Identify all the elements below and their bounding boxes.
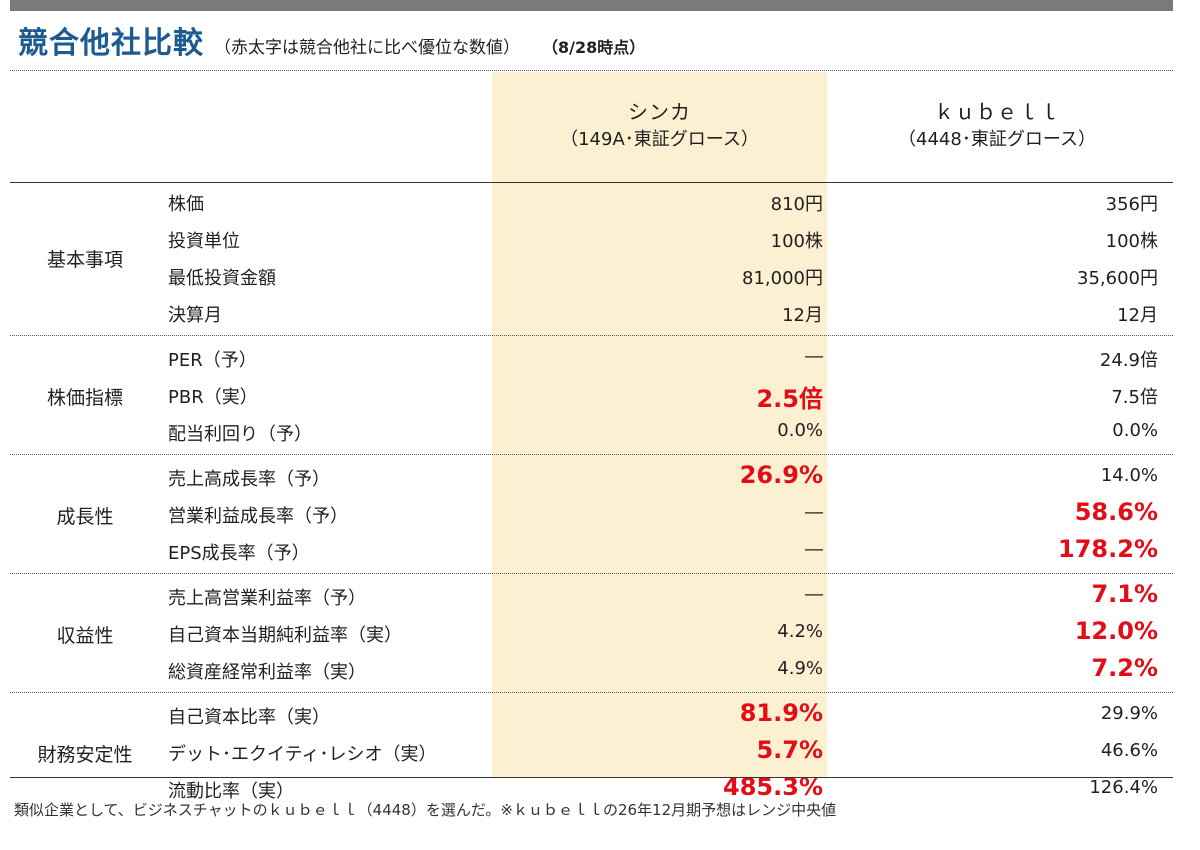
table-row: 投資単位 100株 100株 (0, 221, 1200, 258)
header-divider (10, 70, 1173, 71)
table-row: 配当利回り（予） 0.0% 0.0% (0, 414, 1200, 451)
page-title: 競合他社比較 (18, 26, 204, 61)
table-row: 自己資本比率（実） 81.9% 29.9% (0, 697, 1200, 734)
kubell-value: 24.9倍 (1099, 350, 1158, 371)
table-header-rule (10, 182, 1173, 183)
group-label: 株価指標 (46, 386, 123, 409)
table-row: 自己資本当期純利益率（実） 4.2% 12.0% (0, 615, 1200, 652)
group-divider (10, 335, 1173, 336)
shinka-value: 5.7% (756, 736, 823, 764)
metric-label: 営業利益成長率（予） (168, 506, 348, 527)
metric-label: PBR（実） (168, 387, 258, 408)
metric-label: 流動比率（実） (168, 781, 294, 802)
group-label: 収益性 (56, 624, 114, 647)
table-row: デット･エクイティ･レシオ（実） 5.7% 46.6% (0, 734, 1200, 771)
footnote: 類似企業として、ビジネスチャットのｋｕｂｅｌｌ（4448）を選んだ。※ｋｕｂｅｌ… (14, 801, 837, 819)
shinka-value: ― (805, 584, 823, 605)
kubell-value: 100株 (1105, 231, 1158, 252)
column-name: ｋｕｂｅｌｌ (934, 100, 1060, 124)
shinka-value: 81.9% (739, 699, 823, 727)
shinka-column-highlight (492, 72, 827, 778)
column-header-kubell: ｋｕｂｅｌｌ （4448･東証グロース） (827, 98, 1167, 154)
group-label: 成長性 (56, 505, 114, 528)
table-row: PBR（実） 2.5倍 7.5倍 (0, 377, 1200, 414)
kubell-value: 58.6% (1074, 498, 1158, 526)
kubell-value: 178.2% (1058, 535, 1158, 563)
shinka-value: 12月 (782, 305, 823, 326)
table-row: 決算月 12月 12月 (0, 295, 1200, 332)
metric-label: 最低投資金額 (168, 268, 276, 289)
metric-label: 自己資本比率（実） (168, 707, 330, 728)
shinka-value: 0.0% (777, 420, 823, 441)
table-row: 売上高営業利益率（予） ― 7.1% (0, 578, 1200, 615)
metric-label: 配当利回り（予） (168, 424, 312, 445)
kubell-value: 12月 (1117, 305, 1158, 326)
group-label: 財務安定性 (37, 743, 133, 766)
table-row: 最低投資金額 81,000円 35,600円 (0, 258, 1200, 295)
metric-label: 自己資本当期純利益率（実） (168, 625, 402, 646)
group-divider (10, 573, 1173, 574)
metric-label: 売上高営業利益率（予） (168, 588, 366, 609)
kubell-value: 7.1% (1091, 580, 1158, 608)
kubell-value: 356円 (1105, 194, 1158, 215)
metric-label: 決算月 (168, 305, 222, 326)
header: 競合他社比較 （赤太字は競合他社に比べ優位な数値） （8/28時点） (18, 18, 645, 62)
kubell-value: 46.6% (1100, 740, 1158, 761)
column-header-shinka: シンカ （149A･東証グロース） (492, 98, 827, 154)
metric-label: 株価 (168, 194, 204, 215)
kubell-value: 7.5倍 (1111, 387, 1158, 408)
table-row: 株価 810円 356円 (0, 184, 1200, 221)
kubell-value: 14.0% (1100, 465, 1158, 486)
metric-label: 売上高成長率（予） (168, 469, 330, 490)
shinka-value: ― (805, 502, 823, 523)
page-subtitle: （赤太字は競合他社に比べ優位な数値） (214, 38, 520, 58)
kubell-value: 12.0% (1074, 617, 1158, 645)
group-label: 基本事項 (46, 249, 123, 271)
shinka-value: 81,000円 (742, 268, 823, 289)
kubell-value: 126.4% (1089, 777, 1158, 798)
kubell-value: 7.2% (1091, 654, 1158, 682)
group-divider (10, 454, 1173, 455)
shinka-value: 4.9% (777, 658, 823, 679)
table-row: 売上高成長率（予） 26.9% 14.0% (0, 459, 1200, 496)
table-row: EPS成長率（予） ― 178.2% (0, 533, 1200, 570)
shinka-value: 2.5倍 (756, 385, 823, 413)
kubell-value: 0.0% (1112, 420, 1158, 441)
table-row: 営業利益成長率（予） ― 58.6% (0, 496, 1200, 533)
shinka-value: 4.2% (777, 621, 823, 642)
column-name: シンカ (628, 100, 691, 124)
table-row: 総資産経常利益率（実） 4.9% 7.2% (0, 652, 1200, 689)
shinka-value: 26.9% (739, 461, 823, 489)
table-row: 流動比率（実） 485.3% 126.4% (0, 771, 1200, 808)
table-row: PER（予） ― 24.9倍 (0, 340, 1200, 377)
metric-label: 総資産経常利益率（実） (168, 662, 366, 683)
metric-label: 投資単位 (168, 231, 240, 252)
column-market: （149A･東証グロース） (560, 129, 759, 150)
column-market: （4448･東証グロース） (898, 129, 1096, 150)
shinka-value: 810円 (770, 194, 823, 215)
shinka-value: 100株 (770, 231, 823, 252)
metric-label: PER（予） (168, 350, 257, 371)
shinka-value: ― (805, 346, 823, 367)
table-bottom-rule (10, 777, 1173, 778)
top-bar (10, 0, 1173, 11)
group-divider (10, 692, 1173, 693)
shinka-value: ― (805, 539, 823, 560)
as-of-date: （8/28時点） (542, 38, 646, 57)
kubell-value: 35,600円 (1077, 268, 1158, 289)
kubell-value: 29.9% (1100, 703, 1158, 724)
metric-label: デット･エクイティ･レシオ（実） (168, 744, 437, 765)
metric-label: EPS成長率（予） (168, 543, 310, 564)
